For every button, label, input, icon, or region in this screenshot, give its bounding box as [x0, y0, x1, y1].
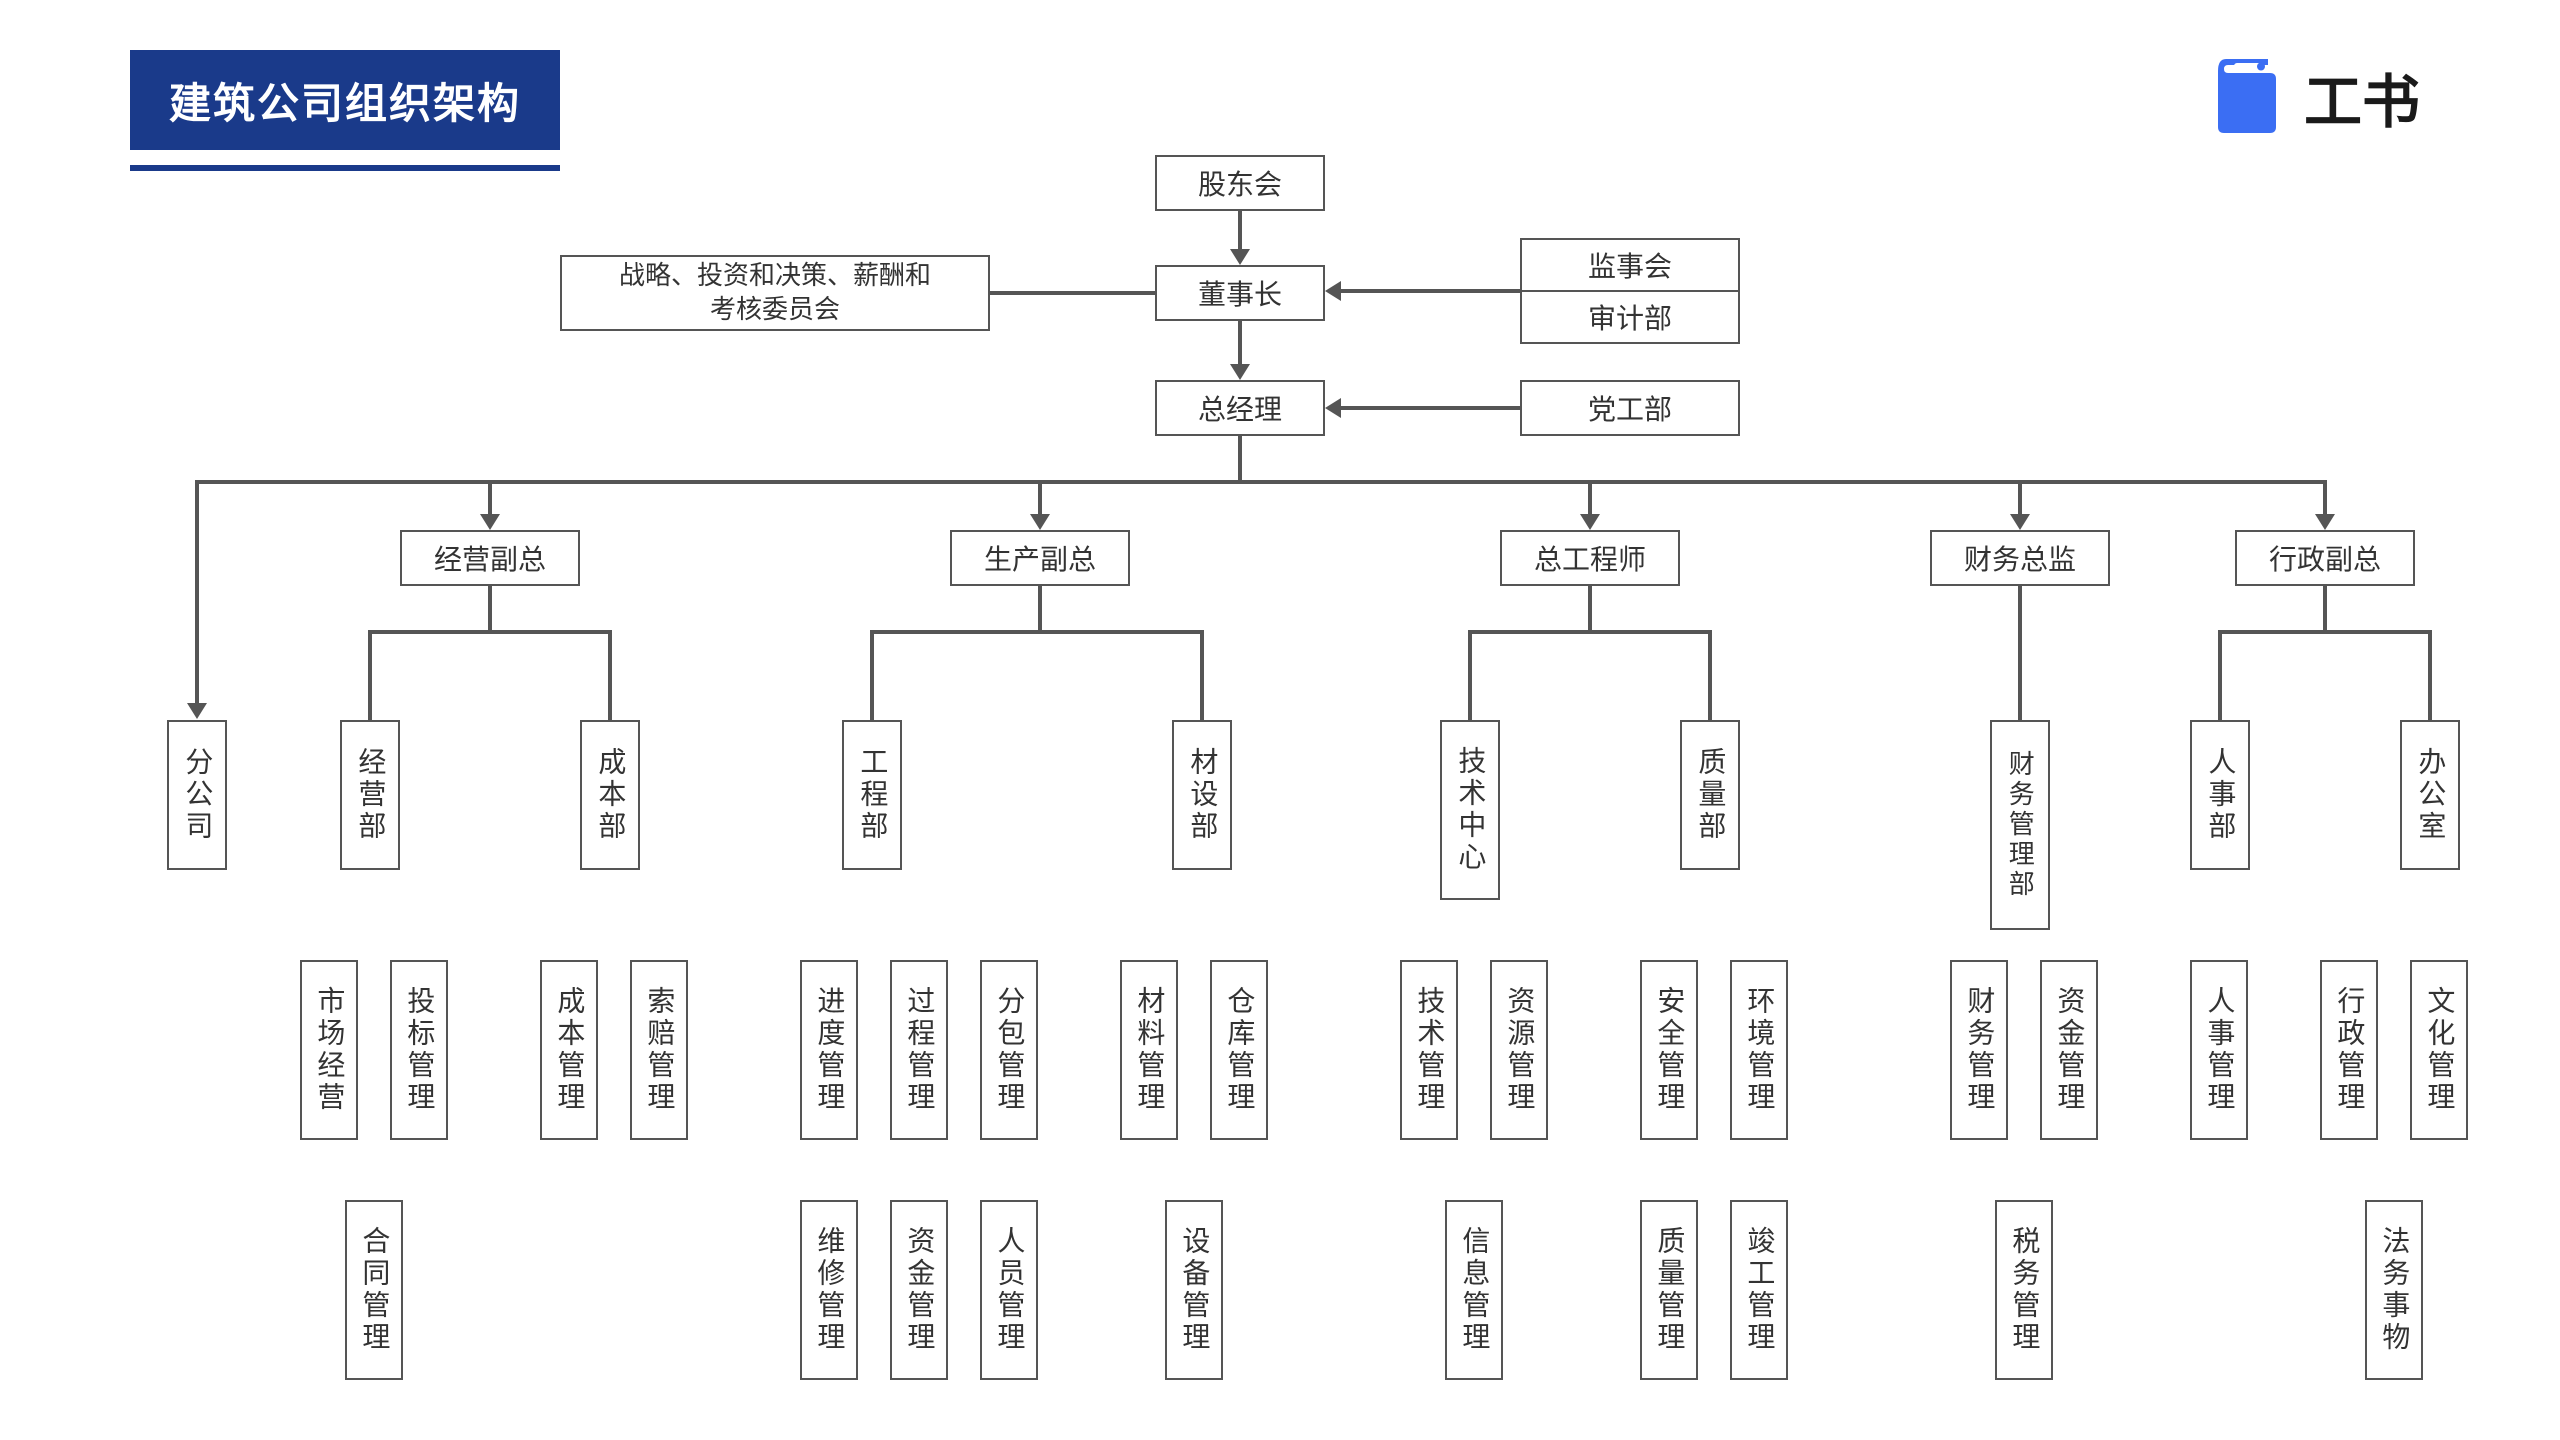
- node-fin-mgmt-dept: 财务管理部: [1990, 720, 2050, 930]
- node-quality-dept: 质量部: [1680, 720, 1740, 870]
- node-warehouse-mgmt: 仓库管理: [1210, 960, 1268, 1140]
- node-office: 办公室: [2400, 720, 2460, 870]
- node-vp-prod: 生产副总: [950, 530, 1130, 586]
- node-branch: 分公司: [167, 720, 227, 870]
- node-subcontract-mgmt: 分包管理: [980, 960, 1038, 1140]
- node-legal-affairs: 法务事物: [2365, 1200, 2423, 1380]
- node-tech-center: 技术中心: [1440, 720, 1500, 900]
- node-completion-mgmt: 竣工管理: [1730, 1200, 1788, 1380]
- node-bid-mgmt: 投标管理: [390, 960, 448, 1140]
- node-cost-dept: 成本部: [580, 720, 640, 870]
- node-chief-eng: 总工程师: [1500, 530, 1680, 586]
- node-claim-mgmt: 索赔管理: [630, 960, 688, 1140]
- node-quality-mgmt: 质量管理: [1640, 1200, 1698, 1380]
- org-chart: 股东会 董事长 总经理 战略、投资和决策、薪酬和考核委员会 监事会 审计部 党工…: [0, 0, 2560, 1440]
- node-equip-mgmt: 设备管理: [1165, 1200, 1223, 1380]
- node-vp-admin: 行政副总: [2235, 530, 2415, 586]
- node-tech-mgmt: 技术管理: [1400, 960, 1458, 1140]
- node-biz-dept: 经营部: [340, 720, 400, 870]
- node-fund-mgmt2: 资金管理: [890, 1200, 948, 1380]
- node-admin-mgmt: 行政管理: [2320, 960, 2378, 1140]
- node-shareholders: 股东会: [1155, 155, 1325, 211]
- node-vp-biz: 经营副总: [400, 530, 580, 586]
- node-market-mgmt: 市场经营: [300, 960, 358, 1140]
- node-material-mgmt: 材料管理: [1120, 960, 1178, 1140]
- node-hr-mgmt: 人事管理: [2190, 960, 2248, 1140]
- node-safety-mgmt: 安全管理: [1640, 960, 1698, 1140]
- node-chairman: 董事长: [1155, 265, 1325, 321]
- node-tax-mgmt: 税务管理: [1995, 1200, 2053, 1380]
- node-cfo: 财务总监: [1930, 530, 2110, 586]
- node-contract-mgmt: 合同管理: [345, 1200, 403, 1380]
- node-culture-mgmt: 文化管理: [2410, 960, 2468, 1140]
- node-mat-dept: 材设部: [1172, 720, 1232, 870]
- node-party: 党工部: [1520, 380, 1740, 436]
- node-committee: 战略、投资和决策、薪酬和考核委员会: [560, 255, 990, 331]
- node-fin-mgmt: 财务管理: [1950, 960, 2008, 1140]
- node-info-mgmt: 信息管理: [1445, 1200, 1503, 1380]
- node-supervisory: 监事会: [1520, 238, 1740, 292]
- node-resource-mgmt: 资源管理: [1490, 960, 1548, 1140]
- node-progress-mgmt: 进度管理: [800, 960, 858, 1140]
- node-gm: 总经理: [1155, 380, 1325, 436]
- node-maint-mgmt: 维修管理: [800, 1200, 858, 1380]
- node-cost-mgmt: 成本管理: [540, 960, 598, 1140]
- node-audit: 审计部: [1520, 290, 1740, 344]
- node-env-mgmt: 环境管理: [1730, 960, 1788, 1140]
- node-fund-mgmt: 资金管理: [2040, 960, 2098, 1140]
- node-personnel-mgmt: 人员管理: [980, 1200, 1038, 1380]
- node-process-mgmt: 过程管理: [890, 960, 948, 1140]
- node-hr-dept: 人事部: [2190, 720, 2250, 870]
- node-eng-dept: 工程部: [842, 720, 902, 870]
